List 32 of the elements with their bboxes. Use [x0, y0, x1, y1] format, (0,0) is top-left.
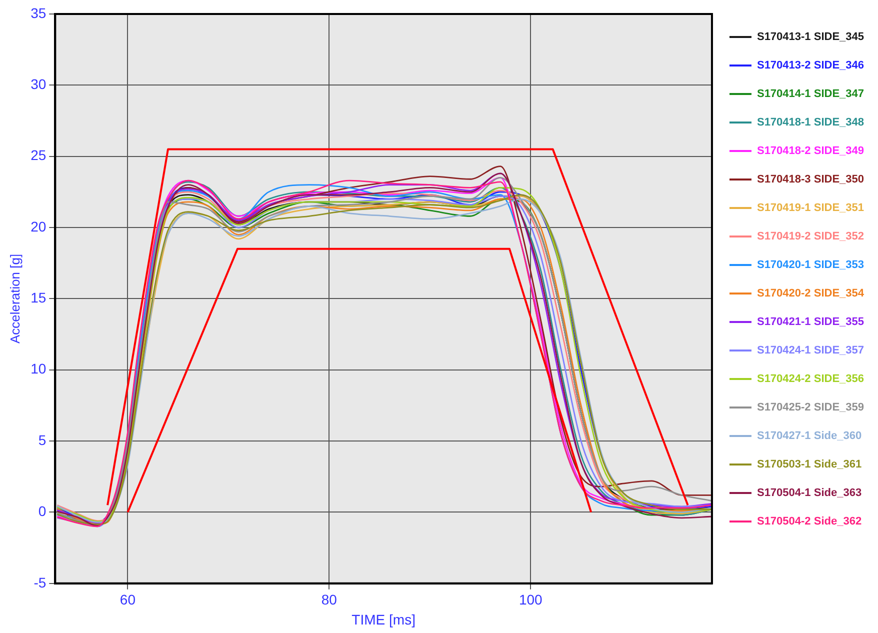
- y-axis-title: Acceleration [g]: [7, 254, 22, 344]
- legend-label: S170420-2 SIDE_354: [756, 288, 865, 300]
- legend-label: S170418-1 SIDE_348: [756, 116, 864, 129]
- y-tick-label: 15: [30, 290, 46, 306]
- legend-label: S170504-2 Side_362: [756, 516, 862, 528]
- legend-label: S170503-1 Side_361: [756, 458, 862, 471]
- x-tick-label: 80: [321, 592, 338, 608]
- x-axis-title: TIME [ms]: [352, 611, 416, 628]
- legend-label: S170413-1 SIDE_345: [756, 31, 864, 44]
- y-tick-label: 35: [30, 4, 46, 21]
- legend-label: S170413-2 SIDE_346: [756, 60, 864, 72]
- legend-label: S170424-1 SIDE_357: [756, 344, 864, 357]
- legend-label: S170421-1 SIDE_355: [756, 316, 864, 328]
- y-tick-label: -5: [34, 574, 46, 590]
- legend-label: S170504-1 Side_363: [756, 487, 862, 500]
- y-tick-label: 0: [38, 503, 46, 520]
- legend-label: S170425-2 SIDE_359: [756, 402, 864, 414]
- legend-label: S170419-1 SIDE_351: [756, 202, 864, 214]
- y-tick-label: 5: [38, 432, 46, 448]
- legend-label: S170414-1 SIDE_347: [756, 88, 864, 100]
- legend-label: S170418-2 SIDE_349: [756, 145, 864, 158]
- y-tick-label: 20: [30, 218, 46, 234]
- x-tick-label: 60: [120, 592, 136, 608]
- legend-label: S170427-1 Side_360: [756, 430, 862, 442]
- y-tick-label: 30: [30, 76, 46, 92]
- legend-label: S170418-3 SIDE_350: [756, 174, 864, 186]
- x-tick-label: 100: [518, 592, 543, 608]
- legend-label: S170420-1 SIDE_353: [756, 259, 864, 272]
- y-tick-label: 25: [30, 147, 46, 164]
- y-tick-label: 10: [30, 360, 46, 377]
- legend-label: S170419-2 SIDE_352: [756, 230, 864, 243]
- legend-label: S170424-2 SIDE_356: [756, 373, 864, 386]
